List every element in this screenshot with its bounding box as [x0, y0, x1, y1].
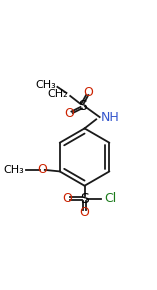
Text: CH₂: CH₂	[47, 89, 68, 99]
Text: S: S	[78, 99, 87, 113]
Text: O: O	[37, 163, 47, 176]
Text: Cl: Cl	[104, 192, 116, 205]
Text: CH₃: CH₃	[3, 165, 24, 175]
Text: O: O	[83, 86, 93, 99]
Text: S: S	[80, 192, 89, 206]
Text: CH₃: CH₃	[35, 80, 56, 90]
Text: NH: NH	[100, 111, 119, 124]
Text: O: O	[64, 107, 74, 120]
Text: O: O	[80, 206, 89, 219]
Text: O: O	[62, 192, 72, 205]
